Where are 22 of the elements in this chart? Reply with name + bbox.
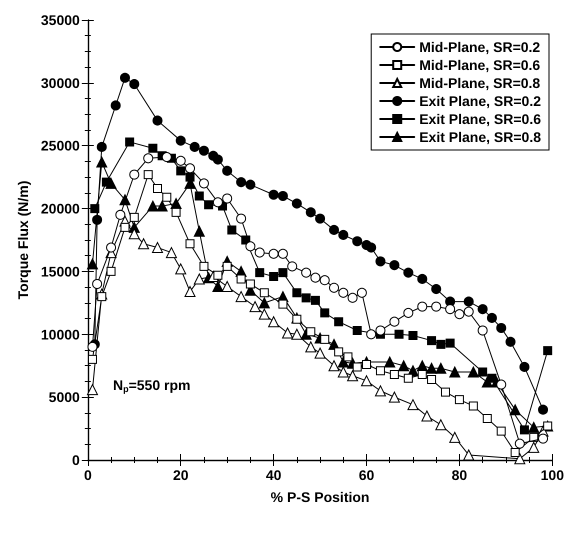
legend-label: Exit Plane, SR=0.6	[419, 111, 542, 127]
y-tick-label: 15000	[40, 263, 80, 280]
x-tick-label: 60	[358, 467, 375, 483]
y-tick-label: 5000	[48, 389, 80, 406]
y-tick-label: 20000	[40, 200, 80, 217]
y-tick-label: 0	[72, 452, 80, 468]
y-tick-label: 30000	[40, 74, 80, 91]
x-tick-label: 80	[452, 467, 468, 483]
y-tick-label: 25000	[40, 138, 80, 154]
y-axis-title: Torque Flux (N/m)	[15, 180, 31, 300]
legend-label: Mid-Plane, SR=0.2	[419, 39, 540, 55]
x-tick-label: 100	[540, 467, 564, 483]
x-tick-label: 20	[172, 467, 189, 483]
legend-label: Exit Plane, SR=0.8	[419, 129, 542, 145]
y-tick-label: 10000	[40, 326, 80, 342]
legend-label: Mid-Plane, SR=0.6	[419, 57, 540, 73]
legend-label: Mid-Plane, SR=0.8	[419, 75, 540, 91]
x-axis-title: % P-S Position	[270, 489, 370, 505]
legend-label: Exit Plane, SR=0.2	[419, 93, 542, 109]
x-tick-label: 40	[266, 467, 282, 483]
y-tick-label: 35000	[40, 12, 80, 28]
x-tick-label: 0	[84, 467, 92, 483]
